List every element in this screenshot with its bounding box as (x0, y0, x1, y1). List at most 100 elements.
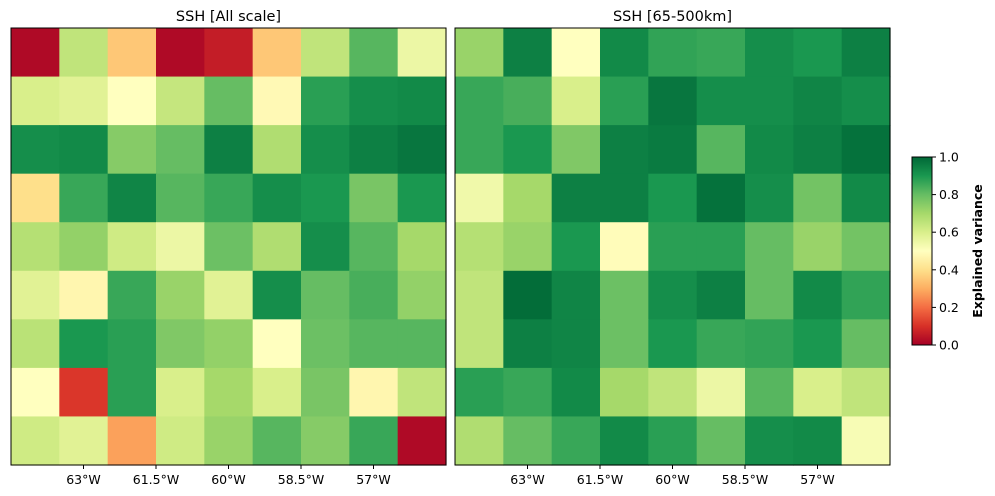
colorbar-label: Explained variance (970, 184, 985, 317)
heatmap-cell (204, 319, 254, 369)
heatmap-cell (301, 125, 350, 175)
heatmap-cell (551, 173, 601, 223)
heatmap-cell (252, 222, 302, 272)
heatmap-cell (696, 28, 746, 78)
heatmap-cell (696, 270, 746, 320)
heatmap-cell (793, 319, 843, 369)
heatmap-cell (600, 125, 649, 175)
heatmap-cell (696, 319, 746, 369)
heatmap-cell (397, 222, 447, 272)
heatmap-panel-65-500km: SSH [65-500km] 63°W 61.5°W 60°W 58.5°W 57°W (454, 9, 891, 487)
heatmap-cell (11, 125, 60, 175)
heatmap-cell (600, 28, 649, 78)
heatmap-cells (11, 28, 447, 466)
heatmap-cell (648, 367, 698, 418)
heatmap-cell (745, 125, 794, 175)
heatmap-cell (349, 28, 399, 78)
heatmap-cell (793, 270, 843, 320)
heatmap-cell (349, 270, 399, 320)
x-axis-ticks: 63°W 61.5°W 60°W 58.5°W 57°W (66, 465, 391, 487)
heatmap-cell (156, 367, 205, 418)
heatmap-cell (455, 270, 504, 320)
heatmap-cell (252, 125, 302, 175)
panel-title: SSH [65-500km] (613, 9, 732, 25)
colorbar-tick-label: 0.2 (939, 300, 959, 315)
heatmap-cell (204, 270, 254, 320)
x-tick-label: 63°W (510, 472, 545, 487)
heatmap-cell (551, 125, 601, 175)
heatmap-cell (648, 222, 698, 272)
heatmap-cell (59, 270, 109, 320)
heatmap-cell (503, 28, 553, 78)
heatmap-cell (551, 76, 601, 126)
heatmap-cell (59, 76, 109, 126)
heatmap-cell (793, 173, 843, 223)
heatmap-cell (600, 270, 649, 320)
heatmap-cell (841, 125, 891, 175)
heatmap-cell (455, 319, 504, 369)
heatmap-cell (204, 125, 254, 175)
heatmap-cell (349, 173, 399, 223)
heatmap-cell (397, 270, 447, 320)
heatmap-cell (397, 28, 447, 78)
heatmap-cell (107, 416, 157, 466)
heatmap-cell (745, 367, 794, 418)
colorbar: 0.0 0.2 0.4 0.6 0.8 1.0 Explained variance (911, 150, 985, 353)
heatmap-cell (301, 76, 350, 126)
heatmap-cell (841, 76, 891, 126)
heatmap-cell (107, 319, 157, 369)
heatmap-cell (600, 173, 649, 223)
heatmap-cell (503, 367, 553, 418)
heatmap-cell (204, 367, 254, 418)
heatmap-cell (503, 173, 553, 223)
heatmap-cell (841, 270, 891, 320)
heatmap-cell (745, 222, 794, 272)
heatmap-cell (745, 76, 794, 126)
heatmap-cell (397, 173, 447, 223)
heatmap-cell (11, 367, 60, 418)
heatmap-cell (156, 416, 205, 466)
heatmap-cell (696, 367, 746, 418)
heatmap-cell (107, 222, 157, 272)
x-tick-label: 61.5°W (133, 472, 179, 487)
heatmap-cell (793, 367, 843, 418)
heatmap-cell (745, 416, 794, 466)
heatmap-cell (600, 319, 649, 369)
heatmap-cell (11, 173, 60, 223)
heatmap-cell (204, 173, 254, 223)
colorbar-gradient (911, 156, 933, 346)
heatmap-cell (841, 416, 891, 466)
heatmap-cell (551, 270, 601, 320)
heatmap-cell (349, 416, 399, 466)
heatmap-cell (252, 367, 302, 418)
heatmap-cell (301, 319, 350, 369)
heatmap-cell (349, 319, 399, 369)
colorbar-ticks: 0.0 0.2 0.4 0.6 0.8 1.0 (932, 150, 959, 353)
heatmap-cell (455, 28, 504, 78)
x-tick-label: 58.5°W (722, 472, 768, 487)
heatmap-cell (107, 125, 157, 175)
heatmap-cell (696, 222, 746, 272)
heatmap-cell (107, 270, 157, 320)
heatmap-cell (648, 319, 698, 369)
x-axis-ticks: 63°W 61.5°W 60°W 58.5°W 57°W (510, 465, 835, 487)
heatmap-cell (301, 173, 350, 223)
heatmap-cell (301, 222, 350, 272)
heatmap-cells (455, 28, 891, 466)
heatmap-cell (503, 222, 553, 272)
heatmap-cell (455, 222, 504, 272)
heatmap-cell (252, 28, 302, 78)
heatmap-cell (696, 173, 746, 223)
heatmap-cell (59, 125, 109, 175)
colorbar-tick-label: 0.0 (939, 338, 959, 353)
heatmap-cell (503, 125, 553, 175)
heatmap-cell (696, 76, 746, 126)
heatmap-cell (252, 173, 302, 223)
colorbar-tick-label: 0.4 (939, 262, 959, 277)
heatmap-cell (349, 125, 399, 175)
heatmap-cell (107, 367, 157, 418)
heatmap-cell (551, 367, 601, 418)
heatmap-cell (455, 416, 504, 466)
heatmap-cell (204, 76, 254, 126)
heatmap-cell (793, 76, 843, 126)
